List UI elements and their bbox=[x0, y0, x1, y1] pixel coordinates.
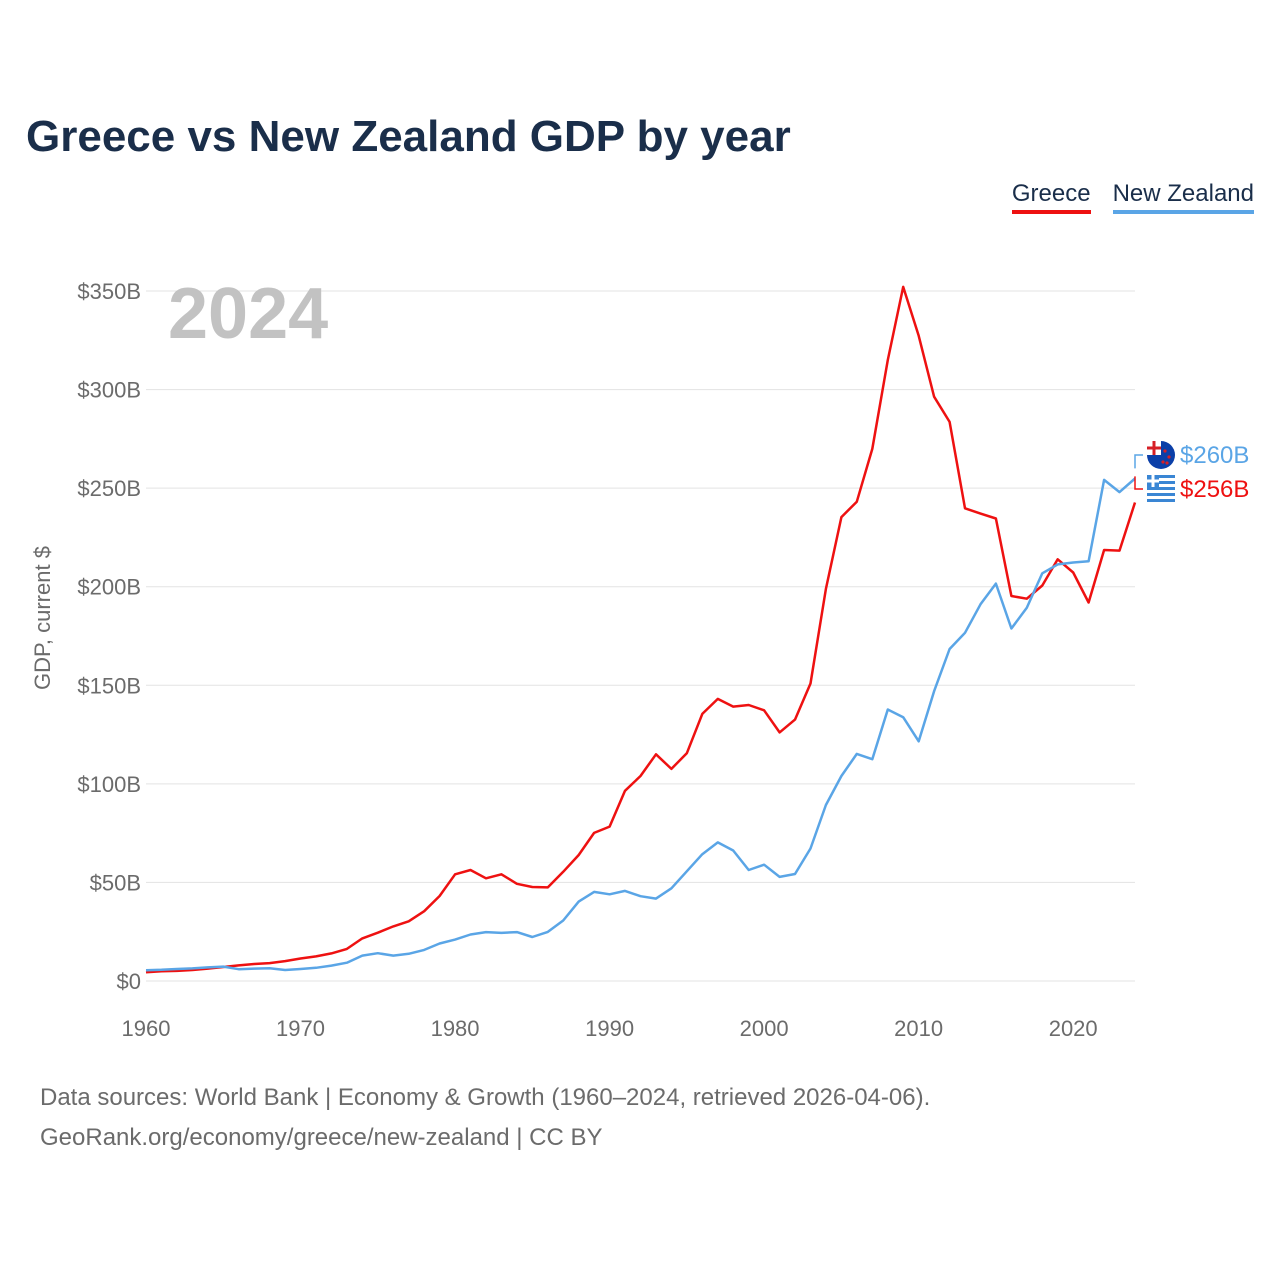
chart-title: Greece vs New Zealand GDP by year bbox=[26, 112, 791, 161]
series-line-new-zealand[interactable] bbox=[145, 477, 1136, 972]
end-value-label: $260B bbox=[1180, 442, 1249, 469]
year-watermark: 2024 bbox=[168, 274, 328, 354]
legend-item-new-zealand[interactable]: New Zealand bbox=[1112, 180, 1254, 214]
y-tick-label: $350B bbox=[77, 279, 141, 304]
legend: Greece New Zealand bbox=[1011, 180, 1254, 214]
x-tick-label: 2010 bbox=[894, 1016, 943, 1041]
greece-flag-icon bbox=[1147, 475, 1175, 503]
y-tick-label: $0 bbox=[117, 969, 141, 994]
x-tick-label: 1980 bbox=[431, 1016, 480, 1041]
x-tick-label: 2000 bbox=[740, 1016, 789, 1041]
x-tick-label: 1960 bbox=[122, 1016, 171, 1041]
y-axis-label: GDP, current $ bbox=[30, 546, 55, 690]
x-axis: 1960 1970 1980 1990 2000 2010 2020 bbox=[122, 1016, 1098, 1041]
x-tick-label: 1970 bbox=[276, 1016, 325, 1041]
y-tick-label: $250B bbox=[77, 476, 141, 501]
y-tick-label: $300B bbox=[77, 378, 141, 403]
grid-lines bbox=[146, 290, 1135, 982]
legend-item-greece[interactable]: Greece bbox=[1011, 180, 1091, 214]
y-axis: $0 $50B $100B $150B $200B $250B $300B $350B bbox=[77, 279, 141, 994]
y-tick-label: $200B bbox=[77, 575, 141, 600]
end-value-label: $256B bbox=[1180, 476, 1249, 503]
source-line-2[interactable]: GeoRank.org/economy/greece/new-zealand |… bbox=[40, 1124, 603, 1151]
y-tick-label: $50B bbox=[90, 870, 141, 895]
end-connector bbox=[1134, 454, 1143, 469]
x-tick-label: 1990 bbox=[585, 1016, 634, 1041]
new-zealand-flag-icon bbox=[1147, 441, 1175, 469]
series-line-greece[interactable] bbox=[145, 285, 1137, 974]
y-tick-label: $100B bbox=[77, 772, 141, 797]
line-chart: 2024 $0 $50B $100B $150B $200B $250B $300B $350… bbox=[30, 274, 1249, 1041]
y-tick-label: $150B bbox=[77, 673, 141, 698]
source-line-1: Data sources: World Bank | Economy & Gro… bbox=[40, 1084, 931, 1111]
end-connector bbox=[1134, 476, 1143, 490]
x-tick-label: 2020 bbox=[1049, 1016, 1098, 1041]
